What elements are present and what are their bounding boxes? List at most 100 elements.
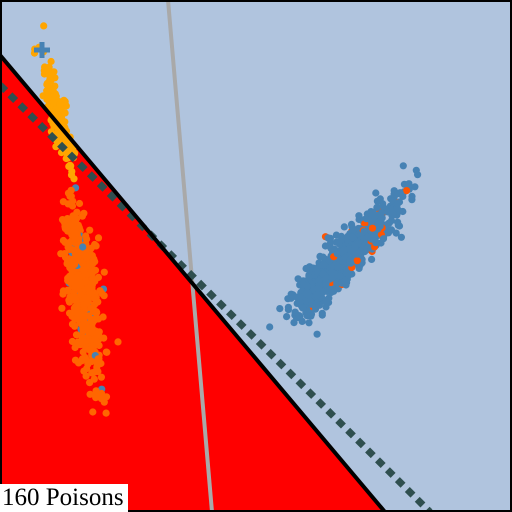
- poison-point: [70, 175, 77, 182]
- orange-class-point: [67, 275, 74, 282]
- poison-point: [50, 86, 57, 93]
- orange-class-point: [74, 273, 81, 280]
- orange-class-point: [80, 337, 87, 344]
- orange-class-point: [82, 322, 89, 329]
- blue-class-point: [377, 223, 384, 230]
- blue-class-point: [313, 302, 320, 309]
- orange-class-point: [91, 267, 98, 274]
- blue-class-point: [397, 189, 404, 196]
- blue-class-point: [341, 223, 348, 230]
- poison-point: [50, 99, 57, 106]
- blue-class-point: [336, 272, 343, 279]
- target-marker-bar: [40, 42, 45, 58]
- blue-class-point: [334, 264, 341, 271]
- blue-class-point: [328, 275, 335, 282]
- blue-class-point: [379, 203, 386, 210]
- blue-class-point: [346, 256, 353, 263]
- orange-class-point: [60, 218, 67, 225]
- blue-class-point: [380, 235, 387, 242]
- blue-class-point: [396, 208, 403, 215]
- blue-class-point: [322, 299, 329, 306]
- blue-class-point: [403, 187, 410, 194]
- blue-class-point: [394, 200, 401, 207]
- blue-class-point: [283, 313, 290, 320]
- orange-class-point: [95, 234, 102, 241]
- blue-class-point: [324, 288, 331, 295]
- orange-class-point: [78, 357, 85, 364]
- orange-class-point: [101, 269, 108, 276]
- blue-class-point: [305, 319, 312, 326]
- blue-class-point: [324, 234, 331, 241]
- orange-class-point: [69, 202, 76, 209]
- orange-class-point: [71, 261, 78, 268]
- blue-class-point: [357, 248, 364, 255]
- poison-point: [57, 134, 64, 141]
- orange-class-point: [86, 227, 93, 234]
- orange-class-point: [80, 368, 87, 375]
- orange-class-point: [82, 295, 89, 302]
- orange-class-point: [59, 291, 66, 298]
- orange-class-point: [73, 331, 80, 338]
- orange-class-point: [82, 278, 89, 285]
- orange-class-point: [86, 379, 93, 386]
- orange-class-point: [80, 267, 87, 274]
- blue-class-point: [368, 256, 375, 263]
- poison-point: [67, 162, 74, 169]
- orange-class-point: [58, 305, 65, 312]
- blue-class-point: [334, 250, 341, 257]
- blue-class-point: [314, 285, 321, 292]
- blue-class-point: [314, 331, 321, 338]
- blue-class-point: [351, 243, 358, 250]
- orange-class-point: [89, 408, 96, 415]
- poison-point: [40, 22, 47, 29]
- orange-class-point: [88, 345, 95, 352]
- orange-class-point: [72, 357, 79, 364]
- blue-class-point: [350, 226, 357, 233]
- orange-class-point: [64, 260, 71, 267]
- orange-class-point: [71, 323, 78, 330]
- blue-class-point: [408, 196, 415, 203]
- blue-class-point: [378, 209, 385, 216]
- blue-class-point: [285, 306, 292, 313]
- orange-class-point: [103, 410, 110, 417]
- orange-class-point: [93, 242, 100, 249]
- blue-class-point: [345, 271, 352, 278]
- blue-class-point: [305, 274, 312, 281]
- orange-class-point: [79, 243, 86, 250]
- orange-class-point: [81, 302, 88, 309]
- blue-class-point: [307, 312, 314, 319]
- orange-class-point: [74, 249, 81, 256]
- orange-class-point: [88, 327, 95, 334]
- blue-class-point: [354, 257, 361, 264]
- blue-class-point: [369, 225, 376, 232]
- blue-class-point: [295, 275, 302, 282]
- poison-count-caption: 160 Poisons: [0, 484, 128, 512]
- blue-class-point: [300, 282, 307, 289]
- poison-point: [46, 70, 53, 77]
- orange-class-point: [94, 368, 101, 375]
- blue-class-point: [319, 310, 326, 317]
- blue-class-point: [320, 261, 327, 268]
- blue-class-point: [349, 234, 356, 241]
- poison-point: [45, 94, 52, 101]
- blue-class-point: [398, 234, 405, 241]
- blue-class-point: [303, 265, 310, 272]
- orange-class-point: [98, 395, 105, 402]
- orange-class-point: [91, 258, 98, 265]
- orange-class-point: [71, 234, 78, 241]
- blue-class-point: [371, 213, 378, 220]
- blue-class-point: [396, 222, 403, 229]
- blue-class-point: [338, 280, 345, 287]
- orange-class-point: [80, 348, 87, 355]
- orange-class-point: [73, 209, 80, 216]
- blue-class-point: [372, 189, 379, 196]
- blue-class-point: [360, 228, 367, 235]
- blue-class-point: [293, 294, 300, 301]
- orange-class-point: [90, 308, 97, 315]
- blue-class-point: [356, 265, 363, 272]
- orange-class-point: [95, 355, 102, 362]
- blue-class-point: [372, 239, 379, 246]
- orange-class-point: [91, 295, 98, 302]
- orange-class-point: [68, 187, 75, 194]
- blue-class-point: [299, 304, 306, 311]
